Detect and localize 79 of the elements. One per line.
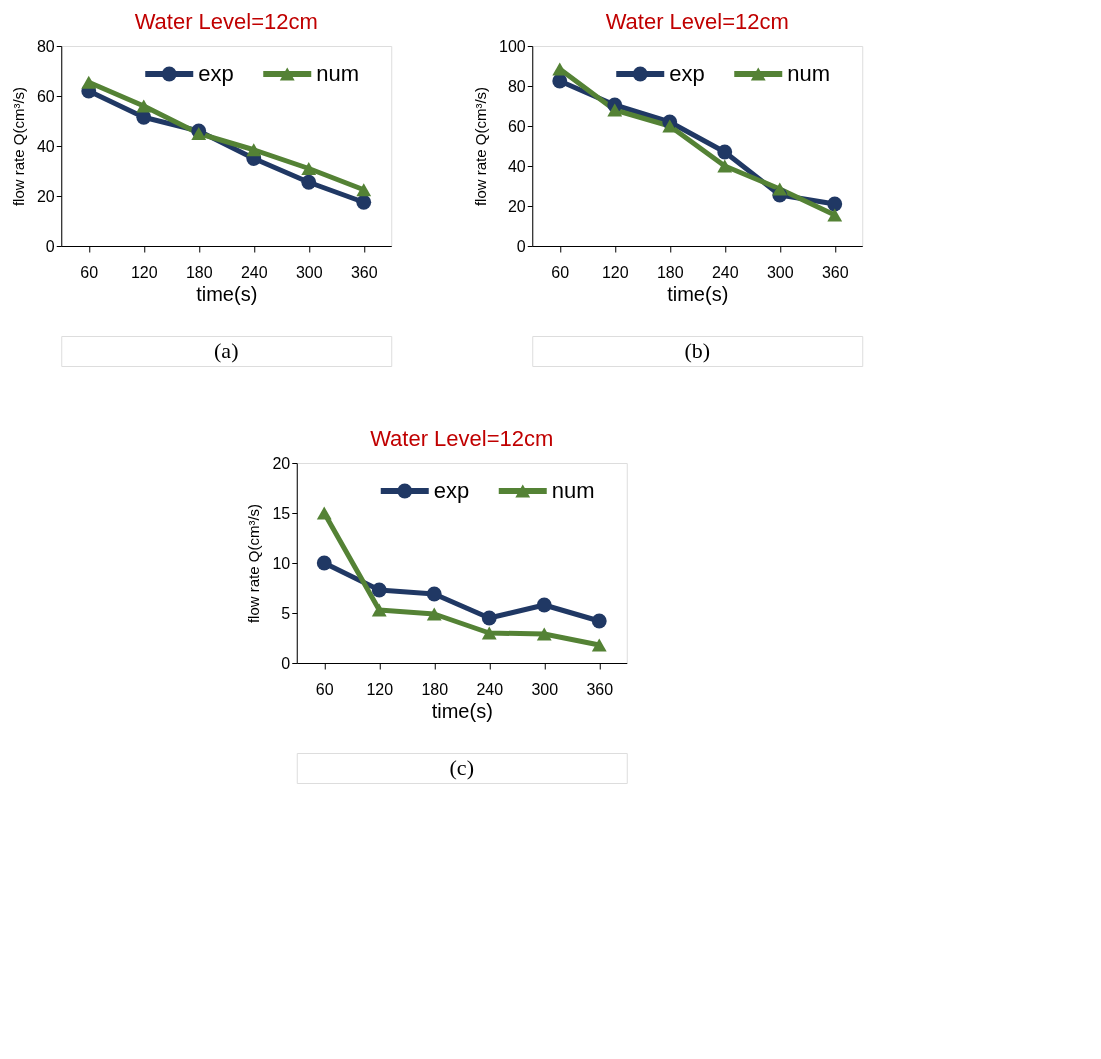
x-tick-label: 360 xyxy=(821,263,849,281)
point xyxy=(316,506,332,520)
legend-label: num xyxy=(787,61,831,86)
point xyxy=(81,75,97,89)
x-tick-label: 240 xyxy=(711,263,739,281)
y-tick-label: 0 xyxy=(45,237,55,255)
point xyxy=(481,626,497,640)
point xyxy=(827,208,843,222)
point xyxy=(301,174,317,190)
point xyxy=(246,143,262,157)
y-tick-label: 60 xyxy=(36,87,55,105)
y-tick-label: 10 xyxy=(272,554,291,572)
y-tick-label: 15 xyxy=(272,504,291,522)
y-tick-label: 0 xyxy=(516,237,526,255)
x-axis-title: time(s) xyxy=(431,699,493,722)
point xyxy=(426,607,442,621)
point xyxy=(371,582,387,598)
x-tick-label: 180 xyxy=(656,263,684,281)
point xyxy=(607,103,623,117)
x-tick-label: 180 xyxy=(421,680,449,698)
x-tick-label: 240 xyxy=(476,680,504,698)
point xyxy=(591,638,607,652)
point xyxy=(591,613,607,629)
point xyxy=(772,182,788,196)
text: (a) xyxy=(214,338,239,363)
y-axis-title: flow rate Q(cm³/s) xyxy=(9,86,27,207)
point xyxy=(371,603,387,617)
point xyxy=(536,597,552,613)
x-tick-label: 300 xyxy=(531,680,559,698)
legend-label: num xyxy=(316,61,360,86)
y-axis-title: flow rate Q(cm³/s) xyxy=(472,86,490,207)
y-tick-label: 20 xyxy=(272,454,291,472)
y-tick-label: 20 xyxy=(507,197,526,215)
x-tick-label: 360 xyxy=(586,680,614,698)
point xyxy=(536,627,552,641)
y-tick-label: 20 xyxy=(36,187,55,205)
point xyxy=(316,555,332,571)
point xyxy=(301,162,317,175)
point xyxy=(717,159,733,173)
x-tick-label: 60 xyxy=(551,263,570,281)
x-tick-label: 120 xyxy=(130,263,158,281)
legend-label: exp xyxy=(433,478,470,503)
x-tick-label: 120 xyxy=(366,680,394,698)
text: (c) xyxy=(449,755,474,780)
point xyxy=(552,73,568,89)
y-tick-label: 40 xyxy=(36,137,55,155)
legend-label: num xyxy=(551,478,595,503)
chart-title: Water Level=12cm xyxy=(370,426,554,451)
y-tick-label: 100 xyxy=(499,37,526,55)
x-tick-label: 240 xyxy=(240,263,268,281)
y-tick-label: 60 xyxy=(507,117,526,135)
x-tick-label: 300 xyxy=(295,263,323,281)
y-axis-title: flow rate Q(cm³/s) xyxy=(245,503,263,624)
chart-title: Water Level=12cm xyxy=(605,9,789,34)
point xyxy=(827,196,843,212)
y-tick-label: 80 xyxy=(36,37,55,55)
x-tick-label: 60 xyxy=(80,263,99,281)
x-axis-title: time(s) xyxy=(196,282,258,305)
point xyxy=(356,183,372,197)
y-tick-label: 5 xyxy=(281,604,291,622)
legend-label: exp xyxy=(198,61,234,86)
x-axis-title: time(s) xyxy=(667,282,729,305)
point xyxy=(191,127,207,140)
y-tick-label: 80 xyxy=(507,77,526,95)
x-tick-label: 300 xyxy=(766,263,794,281)
chart-title: Water Level=12cm xyxy=(134,9,318,34)
legend-label: exp xyxy=(669,61,705,86)
text: (b) xyxy=(684,338,711,363)
y-tick-label: 40 xyxy=(507,157,526,175)
x-tick-label: 60 xyxy=(315,680,334,698)
point xyxy=(426,586,442,602)
point xyxy=(717,144,733,160)
point xyxy=(481,610,497,626)
point xyxy=(356,194,372,210)
point xyxy=(136,99,152,113)
x-tick-label: 180 xyxy=(185,263,213,281)
x-tick-label: 360 xyxy=(350,263,378,281)
y-tick-label: 0 xyxy=(281,654,291,672)
x-tick-label: 120 xyxy=(601,263,629,281)
